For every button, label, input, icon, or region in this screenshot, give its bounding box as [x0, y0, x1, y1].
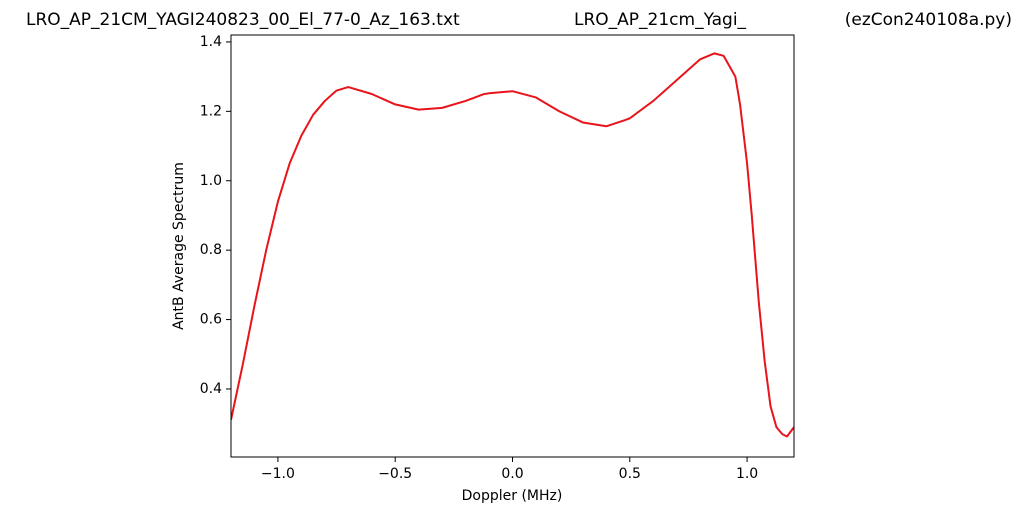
y-tick-label: 1.2 [200, 103, 222, 119]
x-tick-label: −0.5 [378, 466, 412, 482]
chart-title: LRO_AP_21CM_YAGI240823_00_El_77-0_Az_163… [26, 10, 460, 30]
y-tick-label: 0.6 [200, 312, 222, 328]
y-axis-label: AntB Average Spectrum [171, 162, 187, 330]
plot-frame [230, 34, 795, 458]
x-tick-label: 0.0 [501, 466, 523, 482]
x-tick-label: 1.0 [736, 466, 758, 482]
x-tick-label: 0.5 [619, 466, 641, 482]
y-tick-label: 0.8 [200, 242, 222, 258]
y-tick-label: 1.4 [200, 34, 222, 50]
chart-subtitle: LRO_AP_21cm_Yagi_ [574, 10, 747, 30]
x-axis-label: Doppler (MHz) [462, 488, 563, 504]
y-tick-label: 1.0 [200, 173, 222, 189]
annotation: (ezCon240108a.py) [845, 10, 1012, 30]
y-tick-label: 0.4 [200, 381, 222, 397]
x-tick-label: −1.0 [261, 466, 295, 482]
data-line [231, 52, 794, 438]
